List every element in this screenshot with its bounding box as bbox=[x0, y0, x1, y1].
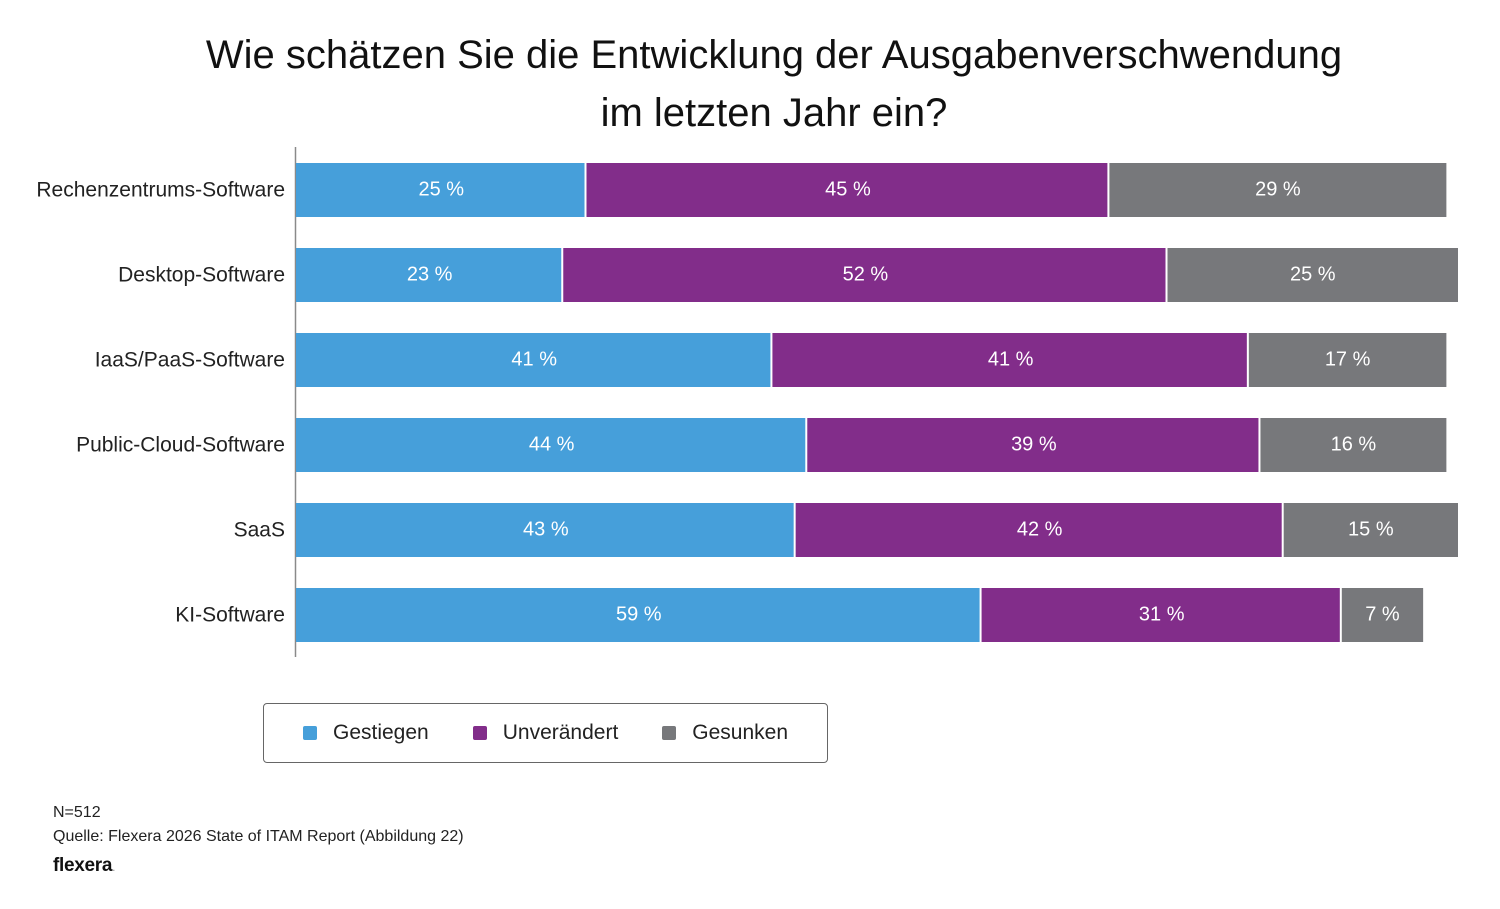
data-label-saas-unver-ndert: 42 % bbox=[1017, 518, 1063, 540]
bar-rechenzentrums-software-gesunken bbox=[1109, 163, 1447, 217]
data-label-rechenzentrums-software-unver-ndert: 45 % bbox=[825, 178, 871, 200]
bar-public-cloud-software-unver-ndert bbox=[807, 418, 1259, 472]
legend-swatch-unveraendert bbox=[472, 726, 487, 740]
data-label-rechenzentrums-software-gestiegen: 25 % bbox=[418, 178, 464, 200]
chart-title: Wie schätzen Sie die Entwicklung der Aus… bbox=[0, 26, 1500, 142]
data-label-rechenzentrums-software-gesunken: 29 % bbox=[1255, 178, 1301, 200]
data-label-desktop-software-gestiegen: 23 % bbox=[407, 263, 453, 285]
bar-public-cloud-software-gestiegen bbox=[296, 418, 806, 472]
chart-title-line-2: im letzten Jahr ein? bbox=[600, 91, 948, 135]
chart-title-line-1: Wie schätzen Sie die Entwicklung der Aus… bbox=[205, 33, 1343, 77]
data-label-public-cloud-software-gesunken: 16 % bbox=[1331, 433, 1377, 455]
data-label-public-cloud-software-gestiegen: 44 % bbox=[529, 433, 575, 455]
data-label-iaas-paas-software-gesunken: 17 % bbox=[1325, 348, 1371, 370]
footnote-source: Quelle: Flexera 2026 State of ITAM Repor… bbox=[53, 828, 464, 845]
footnote-sample-size: N=512 bbox=[53, 804, 101, 821]
bar-ki-software-gestiegen bbox=[296, 588, 980, 642]
data-label-iaas-paas-software-unver-ndert: 41 % bbox=[988, 348, 1034, 370]
legend: Gestiegen Unverändert Gesunken bbox=[263, 703, 828, 763]
brand-dot: . bbox=[112, 860, 116, 874]
legend-swatch-gestiegen bbox=[302, 726, 317, 740]
bar-rechenzentrums-software-unver-ndert bbox=[586, 163, 1108, 217]
legend-label-gestiegen: Gestiegen bbox=[332, 721, 429, 744]
stacked-bar-chart: Rechenzentrums-Software 25 % 45 % 29 % Deskt… bbox=[36, 147, 1458, 657]
data-label-iaas-paas-software-gestiegen: 41 % bbox=[511, 348, 557, 370]
data-label-ki-software-unver-ndert: 31 % bbox=[1139, 603, 1185, 625]
legend-item-unveraendert: Unverändert bbox=[472, 721, 619, 745]
data-label-desktop-software-unver-ndert: 52 % bbox=[843, 263, 889, 285]
category-label-iaas-paas-software: IaaS/PaaS-Software bbox=[95, 349, 285, 372]
data-label-saas-gestiegen: 43 % bbox=[523, 518, 569, 540]
brand-logo: flexera. bbox=[53, 855, 116, 877]
category-label-public-cloud-software: Public-Cloud-Software bbox=[76, 434, 285, 457]
brand-name: flexera bbox=[53, 855, 113, 876]
bar-desktop-software-gesunken bbox=[1167, 248, 1458, 302]
bar-saas-gestiegen bbox=[296, 503, 794, 557]
legend-label-unveraendert: Unverändert bbox=[502, 721, 619, 744]
data-label-ki-software-gesunken: 7 % bbox=[1365, 603, 1400, 625]
bar-saas-gesunken bbox=[1283, 503, 1458, 557]
data-label-saas-gesunken: 15 % bbox=[1348, 518, 1394, 540]
bar-desktop-software-unver-ndert bbox=[563, 248, 1166, 302]
bar-iaas-paas-software-gestiegen bbox=[296, 333, 771, 387]
bar-ki-software-gesunken bbox=[1341, 588, 1424, 642]
data-label-public-cloud-software-unver-ndert: 39 % bbox=[1011, 433, 1057, 455]
category-label-saas: SaaS bbox=[234, 519, 285, 542]
bar-ki-software-unver-ndert bbox=[981, 588, 1340, 642]
bar-saas-unver-ndert bbox=[795, 503, 1282, 557]
bar-public-cloud-software-gesunken bbox=[1260, 418, 1447, 472]
category-label-ki-software: KI-Software bbox=[175, 604, 285, 627]
category-label-desktop-software: Desktop-Software bbox=[118, 264, 285, 287]
data-label-ki-software-gestiegen: 59 % bbox=[616, 603, 662, 625]
legend-item-gesunken: Gesunken bbox=[662, 721, 788, 745]
category-label-rechenzentrums-software: Rechenzentrums-Software bbox=[36, 179, 285, 202]
bar-rechenzentrums-software-gestiegen bbox=[296, 163, 585, 217]
bar-iaas-paas-software-unver-ndert bbox=[772, 333, 1247, 387]
bar-iaas-paas-software-gesunken bbox=[1248, 333, 1447, 387]
legend-swatch-gesunken bbox=[662, 726, 677, 740]
bar-desktop-software-gestiegen bbox=[296, 248, 562, 302]
data-label-desktop-software-gesunken: 25 % bbox=[1290, 263, 1336, 285]
legend-label-gesunken: Gesunken bbox=[692, 721, 789, 744]
legend-item-gestiegen: Gestiegen bbox=[302, 721, 429, 745]
